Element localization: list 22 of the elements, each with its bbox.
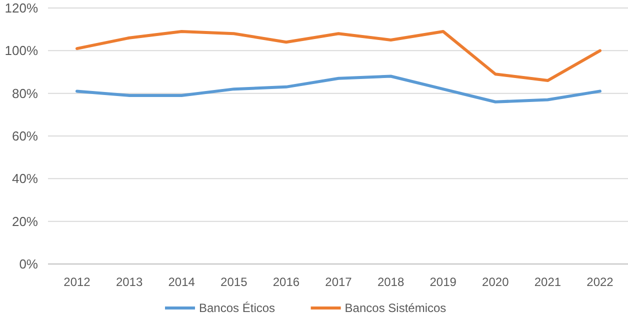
x-tick-label: 2020 — [482, 275, 510, 289]
x-tick-label: 2013 — [116, 275, 143, 289]
x-tick-label: 2015 — [220, 275, 248, 289]
x-tick-label: 2012 — [64, 275, 91, 289]
x-tick-label: 2021 — [534, 275, 562, 289]
legend-label: Bancos Éticos — [199, 301, 276, 315]
x-tick-label: 2017 — [325, 275, 352, 289]
y-tick-label: 120% — [4, 0, 38, 16]
x-tick-label: 2014 — [168, 275, 196, 289]
x-tick-label: 2019 — [430, 275, 457, 289]
x-tick-label: 2022 — [586, 275, 614, 289]
y-tick-label: 0% — [19, 256, 38, 272]
x-tick-label: 2018 — [377, 275, 404, 289]
y-tick-label: 40% — [12, 171, 38, 186]
y-tick-label: 60% — [12, 128, 38, 144]
y-tick-label: 80% — [12, 86, 38, 101]
line-series — [76, 30, 602, 82]
y-tick-label: 20% — [12, 214, 38, 229]
y-tick-label: 100% — [4, 43, 38, 58]
x-tick-label: 2016 — [272, 275, 300, 289]
line-series — [76, 74, 602, 104]
legend-label: Bancos Sistémicos — [344, 301, 446, 315]
